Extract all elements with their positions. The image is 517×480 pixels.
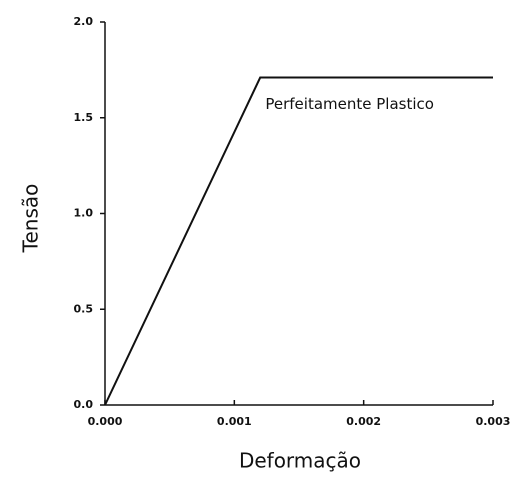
y-tick-label: 1.5 bbox=[74, 111, 94, 124]
y-tick-label: 2.0 bbox=[74, 15, 94, 28]
x-axis-label: Deformação bbox=[239, 449, 361, 473]
y-axis-label: Tensão bbox=[19, 184, 43, 254]
x-tick-label: 0.002 bbox=[346, 415, 381, 428]
annotation: Perfeitamente Plastico bbox=[265, 95, 434, 113]
y-tick-label: 1.0 bbox=[74, 207, 94, 220]
x-tick-label: 0.000 bbox=[88, 415, 123, 428]
y-tick-label: 0.0 bbox=[74, 398, 94, 411]
y-tick-label: 0.5 bbox=[74, 302, 94, 315]
x-tick-label: 0.003 bbox=[476, 415, 511, 428]
line bbox=[104, 76, 493, 406]
x-tick-label: 0.001 bbox=[217, 415, 252, 428]
